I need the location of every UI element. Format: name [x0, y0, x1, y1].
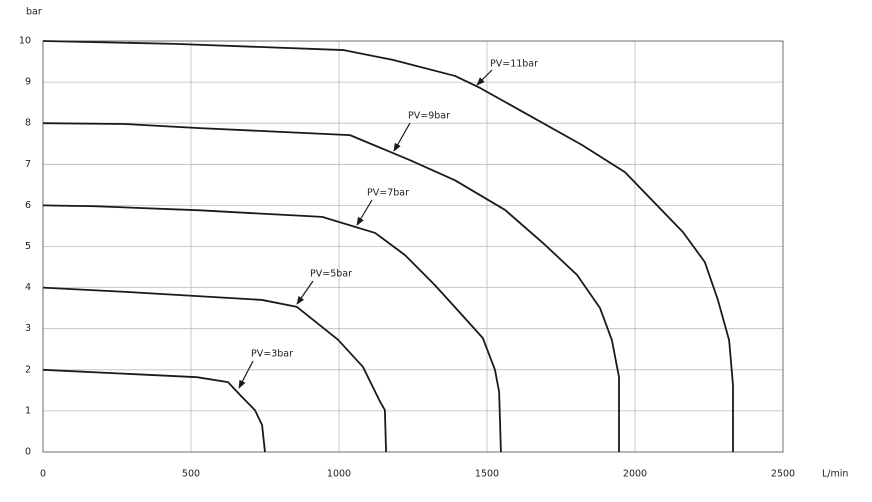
- y-tick-label: 5: [25, 241, 31, 252]
- y-tick-label: 8: [25, 118, 31, 129]
- x-tick-label: 1500: [475, 469, 499, 480]
- y-tick-label: 10: [19, 36, 31, 47]
- y-axis-label: bar: [26, 7, 42, 18]
- annotation: PV=3bar: [251, 349, 293, 360]
- y-tick-label: 9: [25, 77, 31, 88]
- y-tick-label: 4: [25, 282, 31, 293]
- line-series: [42, 286, 387, 453]
- annotation: PV=9bar: [408, 111, 450, 122]
- y-tick-label: 0: [25, 447, 31, 458]
- x-tick-label: 2000: [623, 469, 647, 480]
- y-tick-label: 7: [25, 159, 31, 170]
- annotation-arrow: [296, 280, 314, 305]
- annotation-arrow: [476, 69, 493, 86]
- x-tick-label: 1000: [327, 469, 351, 480]
- y-tick-label: 3: [25, 323, 31, 334]
- annotation: PV=7bar: [367, 188, 409, 199]
- annotation-arrow: [356, 199, 373, 226]
- annotation-arrow: [238, 360, 254, 389]
- annotation-arrow: [393, 122, 411, 152]
- line-series: [42, 122, 620, 452]
- plot-frame: [42, 40, 784, 453]
- y-tick-label: 1: [25, 405, 31, 416]
- x-tick-label: 2500: [771, 469, 795, 480]
- y-tick-label: 6: [25, 200, 31, 211]
- x-tick-label: 0: [40, 469, 46, 480]
- x-axis-label: L/min: [822, 469, 848, 480]
- line-series: [42, 368, 266, 453]
- annotation: PV=11bar: [490, 59, 538, 70]
- y-tick-label: 2: [25, 364, 31, 375]
- annotation: PV=5bar: [310, 269, 352, 280]
- x-tick-label: 500: [182, 469, 200, 480]
- line-series: [42, 40, 734, 452]
- line-series: [42, 204, 502, 453]
